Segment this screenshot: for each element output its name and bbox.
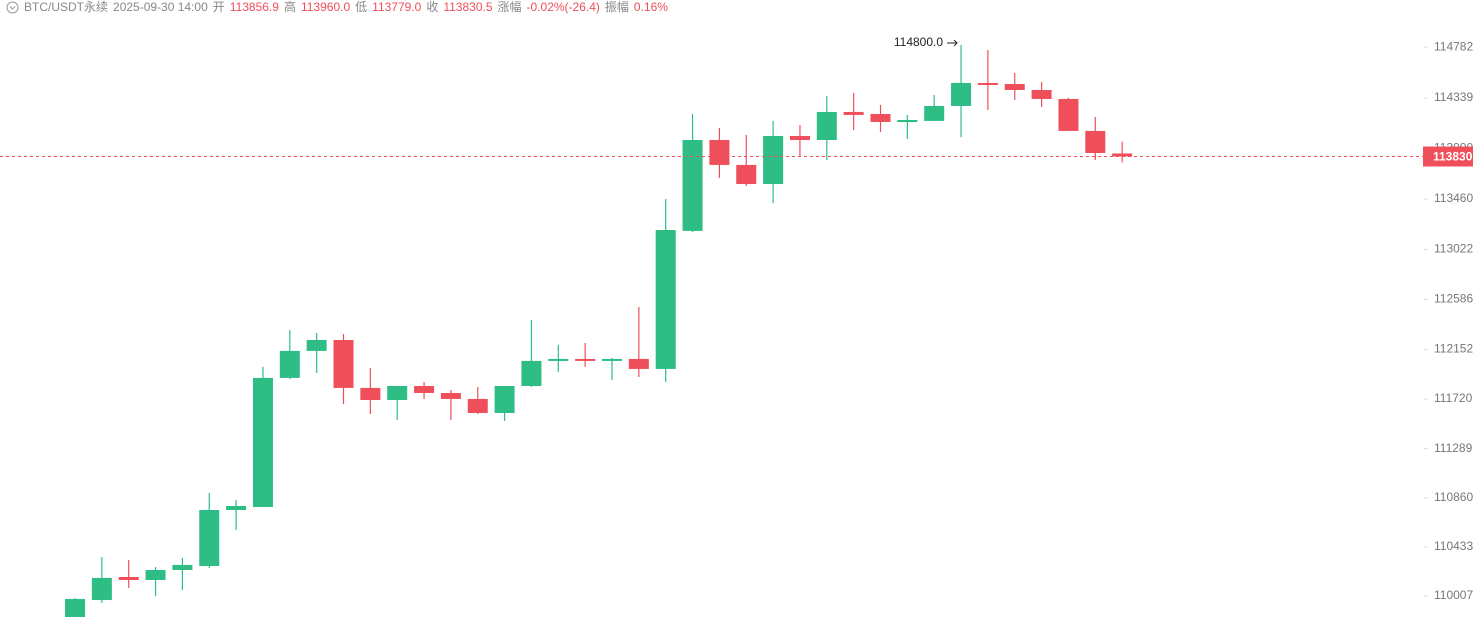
candle-body [763,135,784,185]
y-tick-label: 112586 [1434,292,1473,306]
candle-body [736,164,757,185]
candle-body [199,509,220,566]
candle-body [682,139,703,231]
candle-body [226,505,247,510]
candle-body [521,360,542,386]
field-value: 113830.5 [443,0,493,14]
field-value: 113960.0 [300,0,351,14]
y-tick-label: 111289 [1434,441,1473,455]
candle-body [494,385,515,413]
y-tick-label: 110433 [1434,539,1473,553]
y-tick-label: 113022 [1434,242,1473,256]
candle-body [897,119,918,122]
field-label: 振幅 [604,0,629,14]
candle-body [655,229,676,369]
candle-body [816,111,837,140]
candle-body [414,385,435,393]
symbol: BTC/USDT永续 [24,0,109,14]
last-price-label: 113830 [1433,150,1473,164]
candle-body [628,358,649,369]
candle-body [333,339,354,388]
candle-body [1031,89,1052,99]
header: BTC/USDT永续 2025-09-30 14:00 开 113856.9 高 11… [6,0,668,14]
candle-body [467,398,488,413]
candle-body [789,135,810,140]
candle-body [252,377,273,508]
candle-body [118,577,139,580]
candle-body [951,82,972,106]
candle-body [1004,84,1025,90]
max-marker-label: 114800.0 [894,35,943,49]
field-label: 涨幅 [497,0,522,14]
candle-body [91,577,112,600]
field-value: 0.16% [633,0,668,14]
candle-body [172,564,193,570]
last-price-box [1423,146,1473,167]
field-value: 113779.0 [372,0,422,14]
field-label: 收 [426,0,439,14]
y-tick-label: 110007 [1434,588,1473,602]
y-tick-label: 114782 [1434,39,1473,53]
candle-body [1085,130,1106,153]
datetime: 2025-09-30 14:00 [113,0,208,14]
candle-body [575,358,596,361]
y-tick-label: 112152 [1434,342,1473,356]
plot-area [65,45,1133,617]
field-label: 开 [212,0,225,14]
candle-body [145,569,166,580]
field-label: 低 [355,0,368,14]
candle-body [360,387,381,400]
candle-body [602,358,622,361]
candle-body [924,105,945,121]
max-marker-arrow [947,39,958,47]
collapse-icon[interactable] [6,1,19,14]
candle-body [306,339,327,351]
y-tick-label: 113460 [1434,191,1473,205]
candle-body [870,114,891,122]
candle-body [977,82,998,85]
y-tick-label: 114339 [1434,90,1473,104]
field-value: 113856.9 [229,0,279,14]
candle-body [709,139,730,165]
candle-body [65,598,85,617]
candle-body [548,358,569,361]
candle-body [279,350,300,378]
field-label: 高 [283,0,296,14]
candle-body [1058,98,1079,131]
candle-body [387,385,408,400]
candle-body [1112,153,1133,157]
candle-body [843,111,864,115]
candle-body [440,392,461,399]
y-tick-label: 111720 [1434,391,1473,405]
field-value: -0.02%(-26.4) [526,0,600,14]
y-tick-label: 110860 [1434,490,1473,504]
